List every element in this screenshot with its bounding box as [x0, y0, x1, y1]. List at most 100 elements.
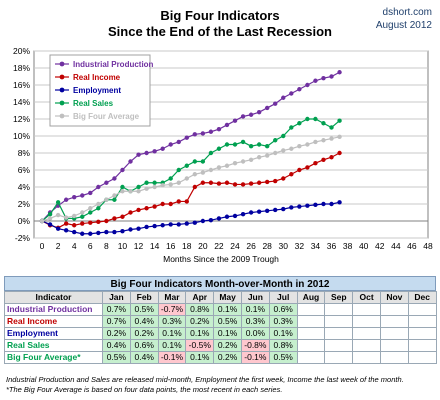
data-point: [224, 163, 230, 168]
data-point: [72, 229, 77, 235]
data-point: [329, 74, 334, 79]
row-indicator-name: Employment: [4, 327, 103, 340]
table-cell: 0.8%: [185, 303, 215, 316]
data-point: [192, 159, 198, 164]
column-header-month: Jul: [268, 291, 298, 304]
table-cell: 0.2%: [213, 339, 242, 352]
legend-entry: Employment: [73, 86, 121, 95]
row-indicator-name: Real Sales: [4, 339, 103, 352]
table-cell: 0.1%: [240, 303, 270, 316]
legend-swatch-marker: [59, 100, 65, 106]
data-point: [112, 176, 117, 181]
table-cell: [379, 351, 409, 364]
title-line-2: Since the End of the Last Recession: [108, 24, 332, 39]
data-point: [200, 180, 206, 185]
data-point: [297, 204, 302, 209]
table-cell: [296, 303, 326, 316]
table-cell: [407, 327, 437, 340]
data-point: [168, 142, 173, 147]
data-point: [224, 122, 230, 128]
table-cell: [407, 339, 437, 352]
data-point: [112, 193, 117, 198]
data-point: [337, 118, 342, 123]
data-point: [96, 219, 101, 225]
data-point: [329, 155, 334, 160]
chart-title: Big Four Indicators Since the End of the…: [0, 8, 440, 40]
data-point: [136, 207, 141, 213]
table-body: Industrial Production 0.7% 0.5% -0.7% 0.8% 0.…: [4, 303, 437, 364]
table-row: Industrial Production 0.7% 0.5% -0.7% 0.8% 0.…: [4, 303, 437, 316]
table-cell: 0.1%: [213, 327, 242, 340]
data-point: [273, 178, 278, 184]
data-point: [208, 129, 214, 134]
table-cell: [324, 303, 354, 316]
table-cell: [379, 327, 409, 340]
table-cell: 0.4%: [129, 315, 159, 328]
data-point: [256, 110, 262, 115]
data-point: [144, 206, 149, 211]
column-header-indicator: Indicator: [4, 291, 103, 304]
data-point: [144, 186, 149, 191]
data-point: [136, 184, 141, 190]
y-tick-label: 10%: [13, 131, 30, 141]
data-point: [88, 190, 93, 196]
x-tick-label: 32: [295, 241, 305, 251]
data-point: [256, 209, 262, 214]
mom-table: Indicator Jan Feb Mar Apr May Jun Jul Aug Sep Oct N…: [4, 291, 437, 364]
data-point: [63, 221, 69, 226]
data-point: [144, 224, 149, 230]
table-cell: 0.0%: [240, 327, 270, 340]
data-point: [63, 197, 69, 202]
table-cell: [352, 315, 381, 328]
data-point: [104, 229, 109, 235]
data-point: [96, 230, 101, 236]
data-point: [88, 231, 93, 236]
y-tick-label: 14%: [13, 97, 30, 107]
table-cell: [379, 303, 409, 316]
data-point: [313, 116, 318, 122]
row-indicator-name: Industrial Production: [4, 303, 103, 316]
data-point: [63, 215, 69, 220]
column-header-month: Feb: [129, 291, 159, 304]
footnote-release-schedule: Industrial Production and Sales are rele…: [6, 375, 404, 384]
x-tick-label: 12: [134, 241, 144, 251]
data-point: [313, 202, 318, 208]
data-point: [256, 142, 262, 147]
source-credit: dshort.com August 2012: [376, 6, 432, 32]
data-point: [329, 125, 334, 130]
data-point: [176, 180, 181, 185]
data-point: [184, 163, 189, 168]
data-point: [152, 184, 157, 190]
y-tick-label: 8%: [18, 148, 31, 158]
table-cell: [379, 315, 409, 328]
data-point: [264, 144, 270, 149]
data-point: [80, 214, 85, 219]
table-cell: -0.5%: [185, 339, 215, 352]
table-cell: 0.4%: [102, 339, 131, 352]
table-cell: [296, 351, 326, 364]
data-point: [313, 78, 318, 83]
data-point: [297, 121, 302, 126]
data-point: [112, 216, 117, 221]
title-line-1: Big Four Indicators: [160, 8, 280, 23]
data-point: [305, 165, 310, 170]
data-point: [192, 172, 198, 177]
data-point: [104, 197, 109, 202]
table-title: Big Four Indicators Month-over-Month in …: [4, 276, 436, 291]
data-point: [289, 91, 294, 96]
column-header-month: Aug: [296, 291, 326, 304]
table-cell: [352, 303, 381, 316]
data-point: [160, 146, 165, 151]
data-point: [289, 205, 294, 210]
x-tick-label: 14: [150, 241, 160, 251]
x-tick-label: 40: [359, 241, 369, 251]
data-point: [313, 139, 318, 145]
data-point: [55, 226, 61, 231]
table-cell: 0.6%: [268, 303, 298, 316]
data-point: [337, 150, 342, 156]
x-tick-label: 24: [230, 241, 240, 251]
data-point: [321, 76, 326, 81]
legend-entry: Big Four Average: [73, 112, 140, 121]
column-header-month: Dec: [407, 291, 437, 304]
table-cell: 0.3%: [268, 315, 298, 328]
